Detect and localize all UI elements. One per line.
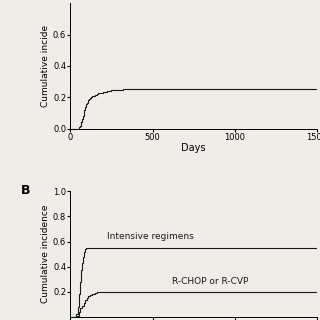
Y-axis label: Cumulative incide: Cumulative incide xyxy=(41,25,50,107)
Text: Intensive regimens: Intensive regimens xyxy=(107,232,193,241)
Text: R-CHOP or R-CVP: R-CHOP or R-CVP xyxy=(172,276,249,285)
Text: B: B xyxy=(21,184,31,197)
X-axis label: Days: Days xyxy=(181,143,206,153)
Y-axis label: Cumulative incidence: Cumulative incidence xyxy=(41,205,50,303)
